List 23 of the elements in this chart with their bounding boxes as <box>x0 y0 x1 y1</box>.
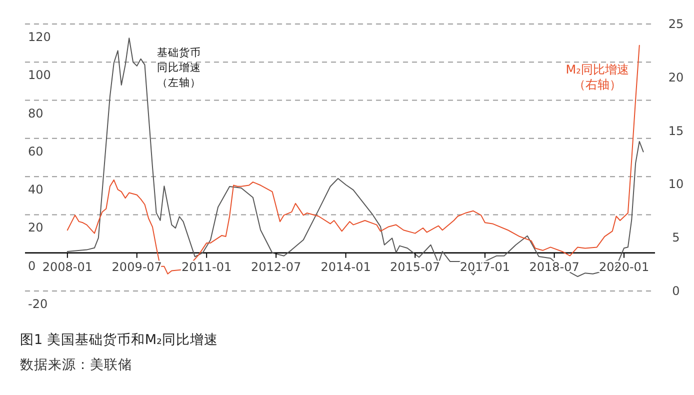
y2-tick-label: 10 <box>668 177 684 192</box>
y2-tick-label: 5 <box>672 230 680 245</box>
y-tick-label: 80 <box>28 106 44 120</box>
source-note: 数据来源：美联储 <box>20 357 132 373</box>
y2-tick-label: 15 <box>668 124 684 138</box>
y-tick-label: 60 <box>28 144 44 158</box>
x-tick-label: 2009-07 <box>112 260 162 274</box>
y-tick-label: -20 <box>28 297 48 311</box>
y-tick-label: 40 <box>28 182 44 197</box>
series-label: 基础货币同比增速（左轴） <box>157 46 202 90</box>
y-tick-label: 100 <box>28 68 51 82</box>
y-tick-label: 120 <box>28 30 51 44</box>
y2-tick-label: 0 <box>672 284 680 298</box>
series-label: M₂同比增速（右轴） <box>566 62 629 92</box>
text: 图1 美国基础货币和M₂同比增速 <box>20 332 218 348</box>
y-tick-label: 20 <box>28 220 44 235</box>
y2-tick-label: 20 <box>668 70 684 84</box>
y-tick-label: 0 <box>28 258 36 273</box>
x-tick-label: 2012-07 <box>250 260 302 274</box>
x-tick-label: 2015-07 <box>390 260 440 274</box>
x-tick-label: 2014-01 <box>320 260 371 274</box>
x-tick-label: 2008-01 <box>42 260 92 274</box>
y2-tick-label: 25 <box>668 17 684 31</box>
